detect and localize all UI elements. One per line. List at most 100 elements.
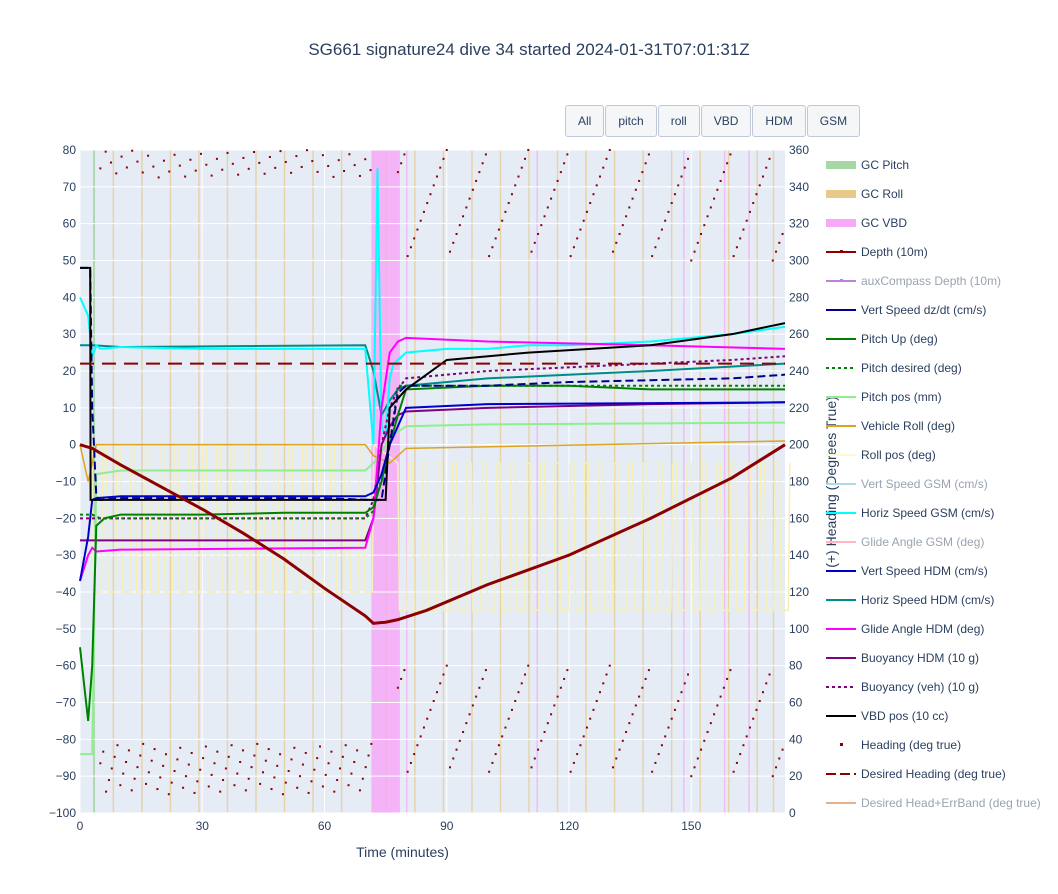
- heading-marker: [625, 215, 628, 218]
- heading-marker: [465, 206, 468, 209]
- heading-marker: [319, 745, 322, 748]
- heading-marker: [540, 739, 543, 742]
- heading-marker: [213, 762, 216, 765]
- heading-marker: [540, 224, 543, 227]
- heading-marker: [422, 210, 425, 213]
- glide-angle-hdm-trace: [79, 336, 786, 582]
- heading-marker: [193, 791, 196, 794]
- heading-marker: [520, 166, 523, 169]
- legend-item: Vert Speed HDM (cm/s): [826, 564, 988, 578]
- heading-marker: [242, 156, 245, 159]
- legend-label: Vert Speed HDM (cm/s): [861, 564, 988, 578]
- heading-marker: [638, 179, 641, 182]
- heading-marker: [120, 155, 123, 158]
- legend-label: Depth (10m): [861, 245, 928, 259]
- heading-marker: [400, 677, 403, 680]
- heading-marker: [413, 753, 416, 756]
- heading-marker: [569, 255, 572, 258]
- legend-item: Pitch desired (deg): [826, 361, 962, 375]
- heading-marker: [709, 722, 712, 725]
- legend-item: Pitch Up (deg): [826, 332, 938, 346]
- heading-marker: [247, 777, 250, 780]
- legend-item: Vehicle Roll (deg): [826, 419, 955, 433]
- legend-swatch: [826, 219, 856, 227]
- heading-marker: [279, 150, 282, 153]
- heading-marker: [605, 157, 608, 160]
- buoyancy-veh-trace: [80, 355, 786, 520]
- heading-marker: [462, 730, 465, 733]
- y-right-tick-label: 80: [789, 659, 803, 673]
- heading-marker: [481, 677, 484, 680]
- heading-marker: [517, 691, 520, 694]
- heading-marker: [667, 726, 670, 729]
- heading-marker: [677, 700, 680, 703]
- heading-marker: [768, 673, 771, 676]
- heading-marker: [187, 763, 190, 766]
- heading-marker: [484, 669, 487, 672]
- heading-marker: [752, 717, 755, 720]
- heading-marker: [442, 673, 445, 676]
- y-right-tick-label: 300: [789, 254, 809, 268]
- heading-marker: [660, 228, 663, 231]
- heading-marker: [263, 172, 266, 175]
- heading-marker: [703, 224, 706, 227]
- heading-marker: [563, 162, 566, 165]
- button-pitch[interactable]: pitch: [605, 105, 657, 137]
- heading-marker: [199, 768, 202, 771]
- heading-marker: [625, 730, 628, 733]
- y-left-tick-label: −90: [56, 769, 77, 783]
- heading-marker: [598, 175, 601, 178]
- heading-marker: [406, 255, 409, 258]
- heading-marker: [651, 770, 654, 773]
- heading-marker: [313, 768, 316, 771]
- heading-marker: [167, 793, 170, 796]
- button-roll[interactable]: roll: [657, 105, 700, 137]
- heading-marker: [136, 766, 139, 769]
- heading-marker: [270, 788, 273, 791]
- heading-marker: [781, 748, 784, 751]
- legend-label: Vert Speed GSM (cm/s): [861, 477, 988, 491]
- heading-marker: [364, 158, 367, 161]
- legend-label: GC VBD: [861, 216, 907, 230]
- heading-marker: [287, 770, 290, 773]
- heading-marker: [115, 172, 118, 175]
- heading-marker: [321, 785, 324, 788]
- legend-label: Pitch pos (mm): [861, 390, 942, 404]
- heading-marker: [455, 748, 458, 751]
- heading-marker: [253, 151, 256, 154]
- heading-marker: [468, 197, 471, 200]
- heading-marker: [709, 206, 712, 209]
- heading-marker: [250, 766, 253, 769]
- heading-marker: [778, 757, 781, 760]
- heading-marker: [680, 175, 683, 178]
- button-vbd[interactable]: VBD: [700, 105, 752, 137]
- button-gsm[interactable]: GSM: [806, 105, 861, 137]
- heading-marker: [592, 708, 595, 711]
- legend-item: Desired Heading (deg true): [826, 767, 1006, 781]
- heading-marker: [153, 748, 156, 751]
- heading-marker: [196, 780, 199, 783]
- heading-marker: [261, 771, 264, 774]
- heading-marker: [416, 228, 419, 231]
- heading-marker: [592, 193, 595, 196]
- traces: [79, 149, 791, 796]
- heading-marker: [136, 160, 139, 163]
- heading-marker: [104, 150, 107, 153]
- legend-marker: [840, 279, 843, 282]
- y-right-tick-label: 0: [789, 806, 796, 820]
- button-all[interactable]: All: [565, 105, 605, 137]
- heading-marker: [173, 770, 176, 773]
- heading-markers: [99, 149, 784, 796]
- y-left-tick-label: −60: [56, 659, 77, 673]
- heading-marker: [647, 669, 650, 672]
- button-hdm[interactable]: HDM: [752, 105, 806, 137]
- legend-item: Vert Speed GSM (cm/s): [826, 477, 988, 491]
- legend-label: Glide Angle GSM (deg): [861, 535, 984, 549]
- legend-item: Roll pos (deg): [826, 448, 936, 462]
- heading-marker: [673, 193, 676, 196]
- y-left-tick-label: −10: [56, 475, 77, 489]
- heading-marker: [612, 250, 615, 253]
- heading-marker: [726, 162, 729, 165]
- heading-marker: [755, 193, 758, 196]
